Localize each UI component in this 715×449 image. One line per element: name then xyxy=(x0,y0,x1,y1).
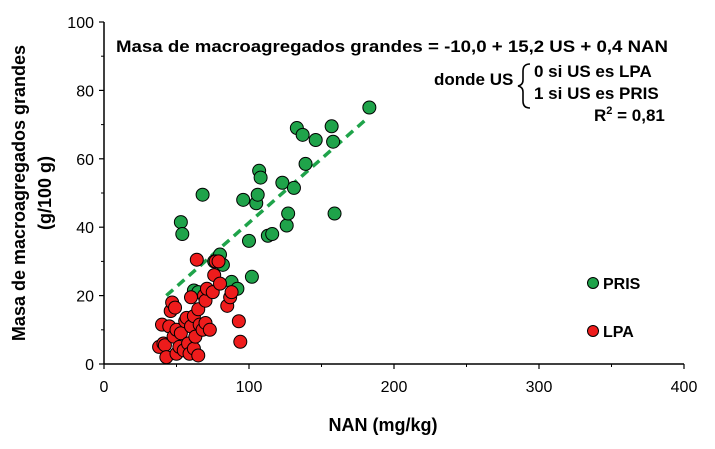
r-squared-value: = 0,81 xyxy=(612,106,664,125)
point-pris xyxy=(236,192,251,207)
point-lpa xyxy=(191,348,206,363)
legend-label-pris: PRIS xyxy=(603,276,641,293)
x-tick-label: 400 xyxy=(671,379,698,396)
point-lpa xyxy=(233,334,248,349)
point-pris xyxy=(324,119,339,134)
x-tick-label: 300 xyxy=(526,379,553,396)
point-lpa xyxy=(224,285,239,300)
legend-marker-lpa xyxy=(587,325,599,337)
x-axis-title: NAN (mg/kg) xyxy=(329,415,438,435)
y-tick-label: 60 xyxy=(76,152,94,169)
point-pris xyxy=(195,187,210,202)
y-tick-label: 100 xyxy=(67,15,94,32)
point-pris xyxy=(298,156,313,171)
r-squared-prefix: R xyxy=(594,106,606,125)
legend-marker-pris xyxy=(587,277,599,289)
regression-annotation: Masa de macroagregados grandes = -10,0 +… xyxy=(116,37,668,125)
legend: PRIS LPA xyxy=(587,276,641,341)
r-squared-sup: 2 xyxy=(606,105,612,117)
point-pris xyxy=(244,269,259,284)
point-lpa xyxy=(211,254,226,269)
point-lpa xyxy=(168,300,183,315)
point-pris xyxy=(253,170,268,185)
points-group xyxy=(152,100,377,365)
y-axis-title: Masa de macroagregados grandes (g/100 g) xyxy=(9,45,55,341)
r-squared-text: R2 = 0,81 xyxy=(594,105,665,125)
point-lpa xyxy=(202,322,217,337)
ticks: 0 20 40 60 80 100 0 100 200 300 400 xyxy=(67,15,697,396)
y-axis-title-line-2: (g/100 g) xyxy=(35,156,55,230)
point-lpa xyxy=(213,276,227,291)
point-pris xyxy=(250,187,265,202)
point-pris xyxy=(242,233,256,248)
point-pris xyxy=(295,127,310,142)
legend-label-lpa: LPA xyxy=(603,324,634,341)
point-lpa xyxy=(189,252,204,267)
point-pris xyxy=(308,132,323,147)
y-tick-label: 40 xyxy=(76,220,94,237)
x-tick-label: 200 xyxy=(381,379,408,396)
point-pris xyxy=(275,175,290,190)
x-tick-label: 0 xyxy=(100,379,109,396)
point-lpa xyxy=(184,290,198,305)
case-pris-text: 1 si US es PRIS xyxy=(534,84,659,103)
curly-brace xyxy=(517,63,531,109)
y-tick-label: 80 xyxy=(76,83,94,100)
point-pris xyxy=(279,218,294,233)
equation-text: Masa de macroagregados grandes = -10,0 +… xyxy=(116,37,668,56)
y-tick-label: 0 xyxy=(85,357,94,374)
case-lpa-text: 0 si US es LPA xyxy=(534,62,652,81)
point-pris xyxy=(265,227,280,242)
y-axis-title-line-1: Masa de macroagregados grandes xyxy=(9,45,29,341)
point-pris xyxy=(286,180,301,195)
point-lpa xyxy=(231,314,246,329)
point-pris xyxy=(327,206,342,221)
point-pris xyxy=(173,215,188,230)
point-pris xyxy=(281,206,296,221)
x-tick-label: 100 xyxy=(236,379,263,396)
point-pris xyxy=(175,227,190,242)
y-tick-label: 20 xyxy=(76,289,94,306)
point-pris xyxy=(362,100,377,115)
point-pris xyxy=(326,134,341,149)
donde-text: donde US xyxy=(434,70,513,89)
